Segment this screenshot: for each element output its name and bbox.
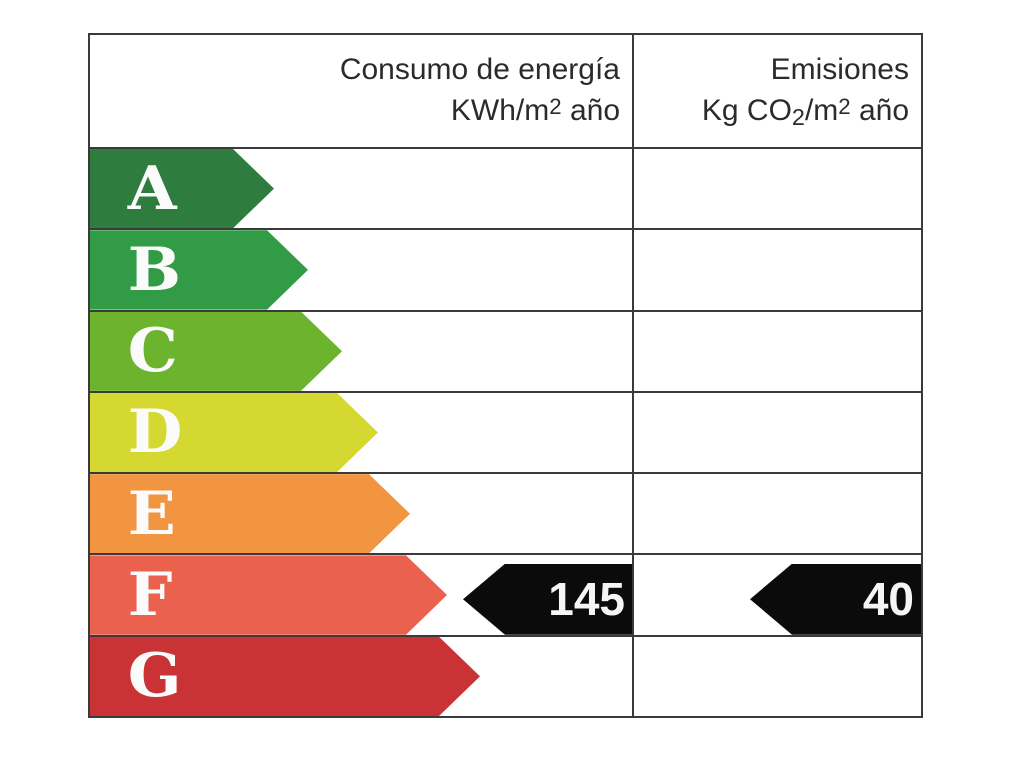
- energy-value-indicator-arrow-icon: 145: [463, 563, 632, 635]
- emissions-unit-subscript: 2: [791, 104, 805, 131]
- rating-row-e: E: [90, 472, 921, 554]
- rating-bar-b: B: [90, 230, 308, 309]
- emissions-header-text: Emisiones Kg CO2/m2 año: [634, 35, 921, 147]
- rating-bar-cell: C: [90, 312, 632, 391]
- rating-letter: B: [127, 234, 182, 305]
- rating-bar-cell: G: [90, 637, 632, 716]
- rating-bar-cell: D: [90, 393, 632, 472]
- emissions-value-indicator-arrow-icon: 40: [750, 563, 921, 635]
- rating-emissions-cell: [632, 230, 921, 310]
- rating-bar-g: G: [90, 637, 480, 716]
- rating-bar-cell: F 145: [90, 555, 632, 635]
- energy-unit-suffix: año: [561, 94, 620, 127]
- rating-bar-cell: E: [90, 474, 632, 553]
- rating-emissions-cell: [632, 311, 921, 391]
- rating-row-g: G: [90, 634, 921, 716]
- rating-bar-a: A: [90, 149, 274, 228]
- rating-bar-f: F: [90, 555, 447, 634]
- certificate-header: Consumo de energía KWh/m2 año Emisiones …: [90, 35, 921, 147]
- rating-bands: A B C: [90, 147, 921, 716]
- emissions-header-cell: Emisiones Kg CO2/m2 año: [632, 35, 921, 147]
- rating-letter: C: [127, 316, 178, 387]
- rating-row-c: C: [90, 309, 921, 391]
- rating-emissions-cell: [632, 636, 921, 716]
- energy-unit-exponent: 2: [549, 93, 562, 119]
- rating-bar-e: E: [90, 474, 410, 553]
- rating-emissions-cell: [632, 474, 921, 554]
- rating-bar-d: D: [90, 393, 378, 472]
- rating-bar-c: C: [90, 312, 342, 391]
- emissions-unit-mid: /m: [804, 94, 839, 127]
- energy-header-text: Consumo de energía KWh/m2 año: [90, 35, 632, 147]
- energy-unit-prefix: KWh/m: [450, 94, 550, 127]
- rating-bar-cell: A: [90, 149, 632, 228]
- rating-letter: D: [127, 397, 183, 468]
- rating-letter: G: [127, 641, 182, 712]
- rating-bar-cell: B: [90, 230, 632, 309]
- emissions-unit-suffix: año: [850, 94, 909, 127]
- energy-certificate-label: Consumo de energía KWh/m2 año Emisiones …: [88, 33, 923, 718]
- emissions-unit-exponent: 2: [838, 93, 851, 119]
- rating-row-a: A: [90, 147, 921, 229]
- energy-header-cell: Consumo de energía KWh/m2 año: [90, 35, 632, 147]
- rating-letter: A: [127, 153, 177, 224]
- emissions-header-line1: Emisiones: [770, 53, 909, 86]
- rating-letter: F: [127, 560, 173, 631]
- rating-row-d: D: [90, 390, 921, 473]
- rating-emissions-cell: 40: [632, 555, 921, 635]
- rating-emissions-cell: [632, 149, 921, 229]
- emissions-unit-prefix: Kg CO: [701, 94, 792, 127]
- energy-value: 145: [548, 573, 625, 626]
- emissions-value: 40: [862, 573, 914, 626]
- rating-row-f: F 145 40: [90, 553, 921, 635]
- emissions-header-unit: Kg CO2/m2 año: [702, 90, 909, 133]
- rating-letter: E: [127, 478, 176, 549]
- rating-row-b: B: [90, 228, 921, 310]
- rating-emissions-cell: [632, 392, 921, 473]
- energy-header-line1: Consumo de energía: [339, 53, 620, 86]
- energy-header-unit: KWh/m2 año: [451, 90, 620, 133]
